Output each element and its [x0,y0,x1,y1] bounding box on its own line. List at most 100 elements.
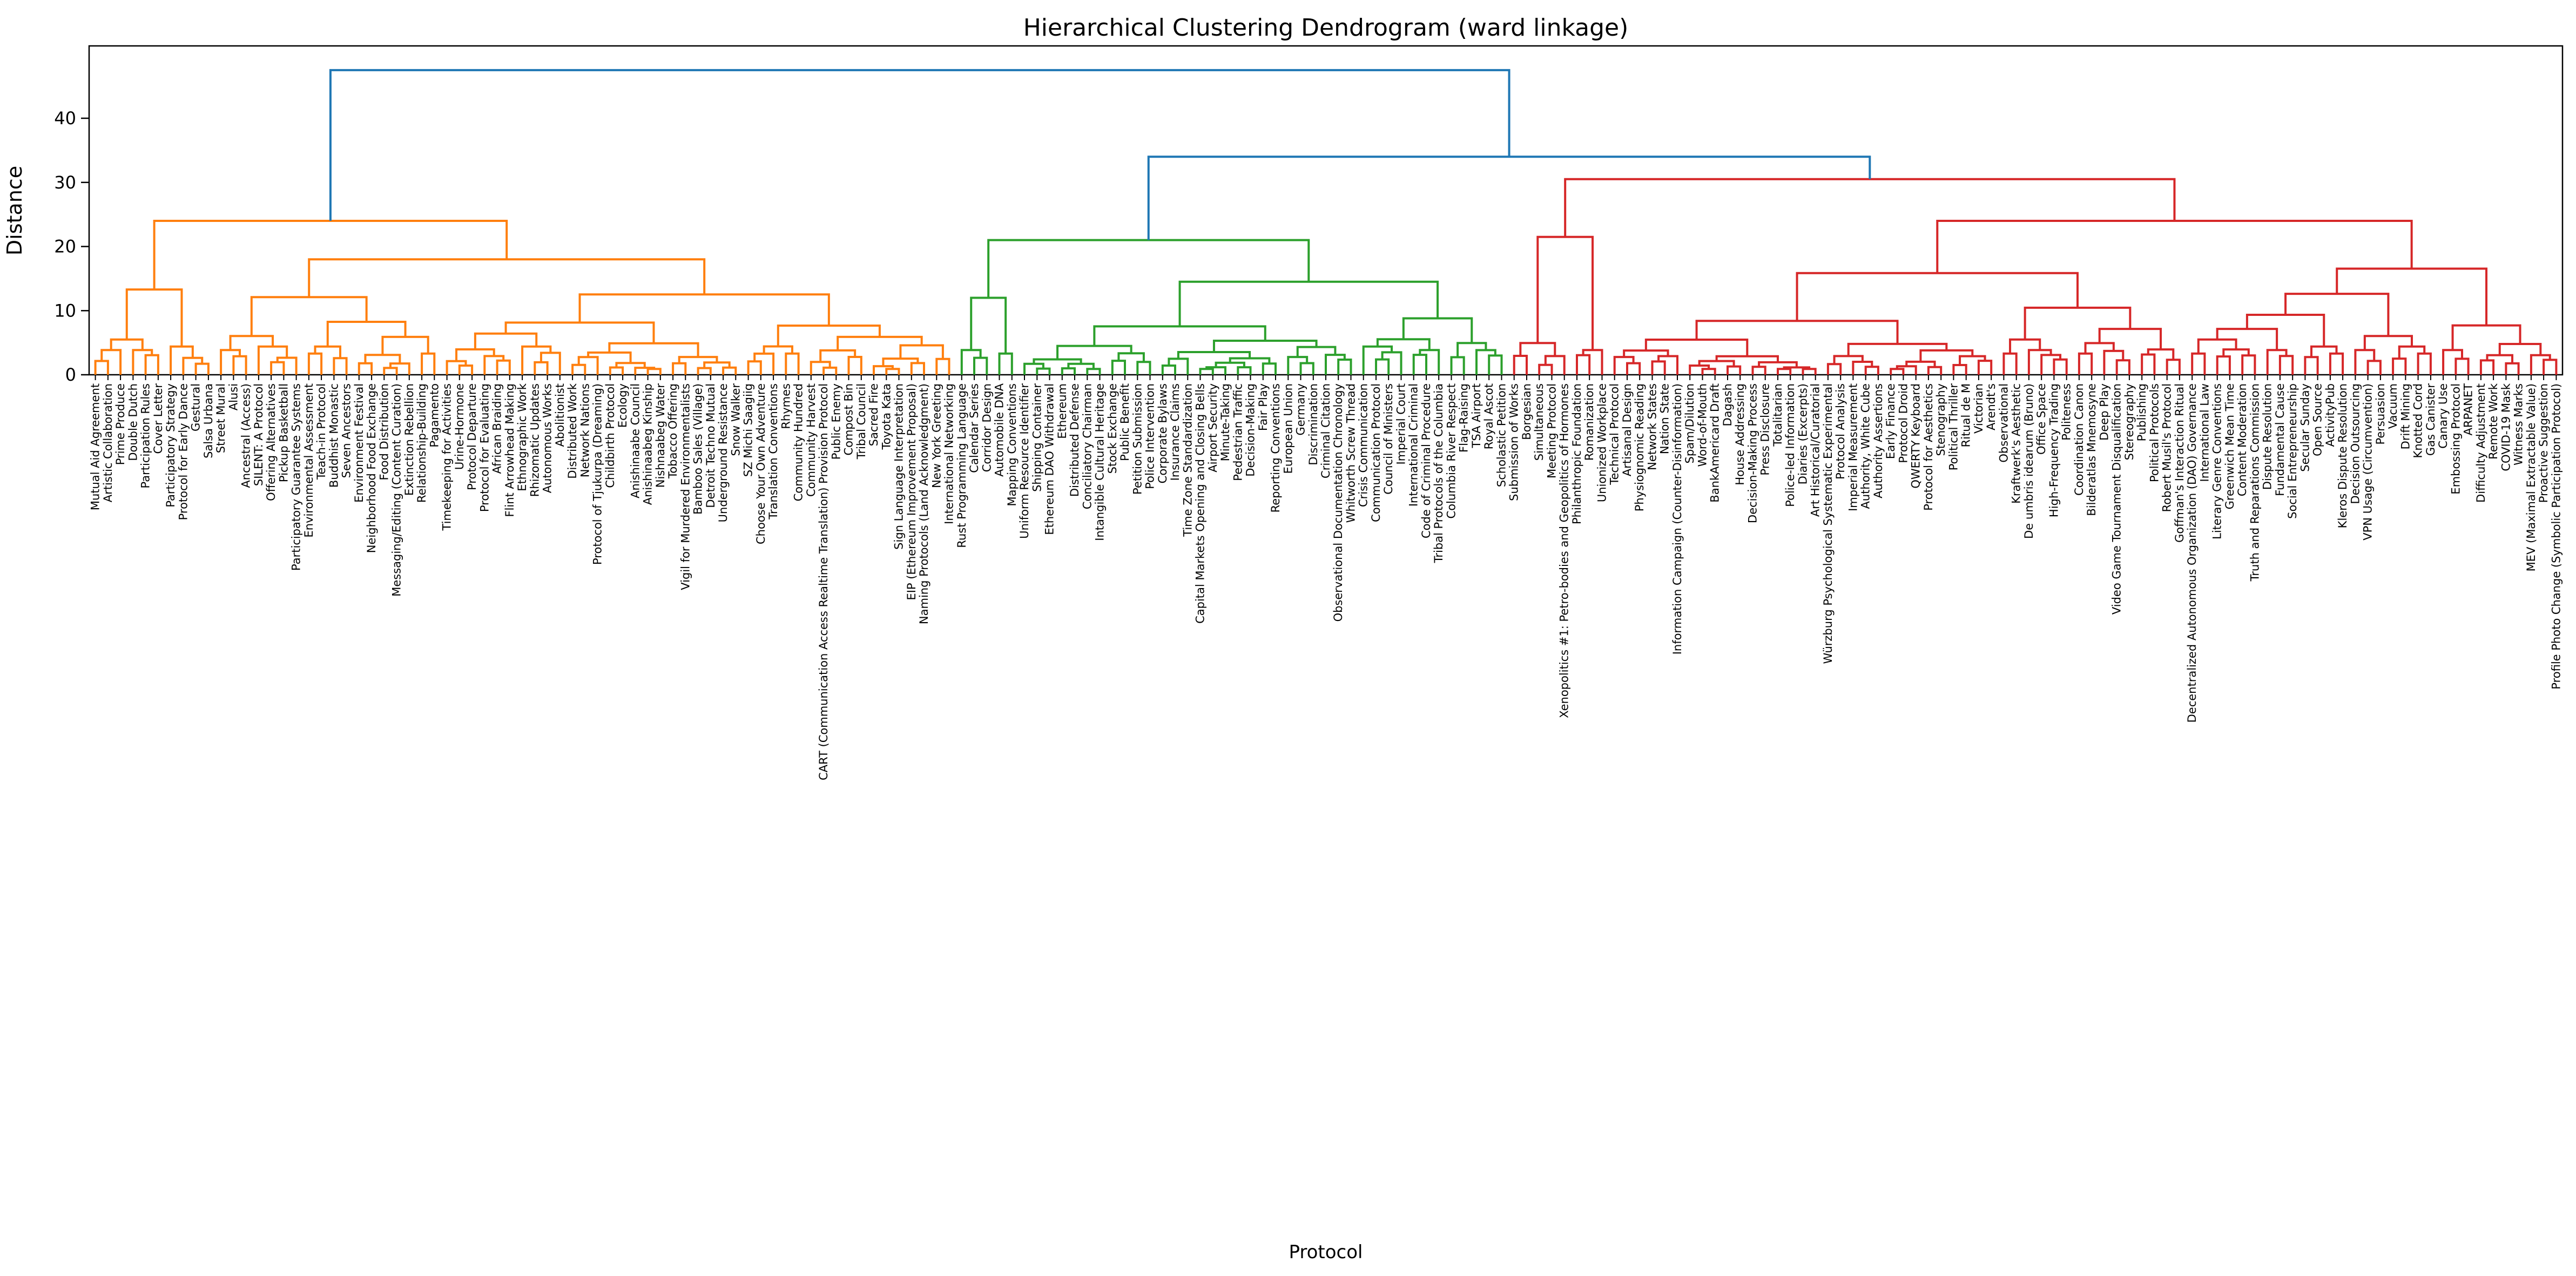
leaf-label: Rhymes [779,383,792,429]
leaf-label: Food Distribution [377,383,390,481]
leaf-label: ARPANET [2462,383,2475,436]
leaf-label: Meeting Protocol [1546,383,1559,478]
cluster-red-links [1513,178,2558,375]
leaf-label: Cover Letter [152,383,165,454]
leaf-label: Autonomous Works [541,383,554,493]
leaf-label: Columbia River Respect [1445,383,1458,518]
leaf-label: Shipping Container [1030,383,1043,492]
leaf-label: Ethnographic Work [516,383,529,491]
leaf-label: Royal Ascot [1482,383,1495,449]
leaf-label: Tobacco Offering [666,383,679,479]
leaf-label: Criminal Citation [1319,383,1332,478]
leaf-label: Flag-Raising [1458,383,1471,453]
leaf-label: Sign Language Interpretation [893,383,906,550]
leaf-label: Anishinaabe Council [629,383,642,498]
leaf-label: Secular Sunday [2298,383,2311,472]
leaf-label: Abolitionist [554,383,567,447]
leaf-label: Protocol Departure [466,383,478,490]
leaf-label: Technical Protocol [1608,383,1621,485]
leaf-label: Physiognomic Reading [1633,383,1646,511]
leaf-label: Press Disclosure [1759,383,1772,475]
leaf-label: Rust Programming Language [955,383,968,548]
leaf-label: Protocol Droid [1897,383,1910,463]
leaf-label: Kraftwerk's Aesthetic [2010,383,2023,504]
leaf-label: Information Campaign (Counter-Disinforma… [1671,383,1684,654]
leaf-label: Würzburg Psychological Systematic Experi… [1822,383,1835,664]
leaf-label: Neighborhood Food Exchange [365,383,378,553]
leaf-label: MEV (Maximal Extractable Value) [2525,383,2538,571]
leaf-label: Urine-Hormone [453,383,466,470]
leaf-label: Uniform Resource Identifier [1018,383,1031,539]
leaf-label: Protocol for Evaluating [478,383,491,512]
leaf-label: Sacred Fire [867,383,880,446]
leaf-label: CART (Communication Access Realtime Tran… [817,383,830,780]
leaf-label: Detroit Techno Mutual [704,383,717,508]
leaf-label: Romanization [1583,383,1596,461]
leaf-label: European Union [1282,383,1294,474]
x-axis-leaf-ticks [95,375,2557,380]
y-tick-label: 10 [54,300,76,321]
y-axis-ticks: 0 10 20 30 40 [54,108,89,385]
leaf-label: Double Dutch [126,383,139,461]
leaf-label: Coordination Canon [2073,383,2086,496]
leaf-label: Observational [1997,383,2010,463]
leaf-label: Translation Conventions [767,383,780,520]
leaf-label: Decentralized Autonomous Organization (D… [2186,383,2199,723]
leaf-label: Canary Use [2437,383,2450,449]
leaf-label: Ritual de M [1960,383,1973,447]
leaf-label: Choose Your Own Adventure [754,383,767,544]
leaf-label: Knotted Cord [2412,383,2425,458]
leaf-label: Ancestral (Access) [240,383,253,488]
leaf-label: African Braiding [491,383,504,474]
leaf-label: Toyota Kata [880,383,893,450]
leaf-label: International Law [2198,383,2211,482]
leaf-label: Publishing [2135,383,2148,441]
leaf-label: Reporting Conventions [1269,383,1282,512]
leaf-label: Fair Play [1257,383,1270,431]
dendrogram-links [94,69,2558,375]
leaf-label: Ethereum [1056,383,1069,439]
leaf-label: Authority, White Cube [1859,383,1872,509]
leaf-label: Art Historical/Curatorial [1809,383,1822,517]
leaf-label: Pagamento [428,383,441,448]
leaf-label: Imperial Measurement [1846,383,1859,511]
leaf-label: Corporate Bylaws [1156,383,1169,483]
leaf-label: Seven Ancestors [340,383,353,478]
leaf-label: Police Intervention [1144,383,1157,489]
leaf-label: BankAmericard Draft [1709,383,1722,503]
leaf-label: Diaries (Excerpts) [1797,383,1810,484]
leaf-label: Childbirth Protocol [604,383,617,488]
leaf-label: Automobile DNA [993,383,1006,477]
leaf-label: Network States [1646,383,1659,470]
leaf-label: Street Mural [214,383,227,453]
leaf-label: Vigil for Murdered Environmentalists [679,383,692,590]
leaf-label: Gas Canister [2424,383,2437,456]
leaf-label: Discrimination [1307,383,1320,465]
leaf-label: Time Zone Standardization [1181,383,1194,537]
leaf-label: COVID-19 Mask [2499,383,2512,471]
leaf-label: Decision-Making [1244,383,1257,477]
leaf-label: Unionized Workplace [1596,383,1609,502]
leaf-label: Rhizomatic Updates [528,383,541,497]
leaf-label: Offering Alternatives [265,383,278,501]
leaf-label: Relationship-Building [415,383,428,503]
cluster-green-links [960,239,1503,375]
leaf-label: Capital Markets Opening and Closing Bell… [1194,383,1207,624]
leaf-label: Kleros Dispute Resolution [2336,383,2349,528]
x-axis-label: Protocol [1289,1241,1363,1263]
leaf-label: Embossing Protocol [2449,383,2462,495]
leaf-label: Protocol for Aesthetics [1922,383,1935,511]
plot-spines [88,45,2564,376]
leaf-label: Alusi [227,383,240,410]
leaf-label: Community Harvest [805,383,818,497]
leaf-label: Police-led Information [1784,383,1797,507]
leaf-label: Environmental Assessment [302,383,315,537]
leaf-label: Extinction Rebellion [403,383,416,496]
leaf-label: Office Space [2035,383,2048,455]
leaf-label: Stock Exchange [1106,383,1119,474]
leaf-label: Tribal Council [855,383,868,460]
leaf-label: EIP (Ethereum Improvement Proposal) [905,383,918,600]
leaf-label: Dagash [1721,383,1734,427]
leaf-label: Persuasion [2374,383,2387,445]
leaf-label: Anishinaabeg Kinship [642,383,655,505]
